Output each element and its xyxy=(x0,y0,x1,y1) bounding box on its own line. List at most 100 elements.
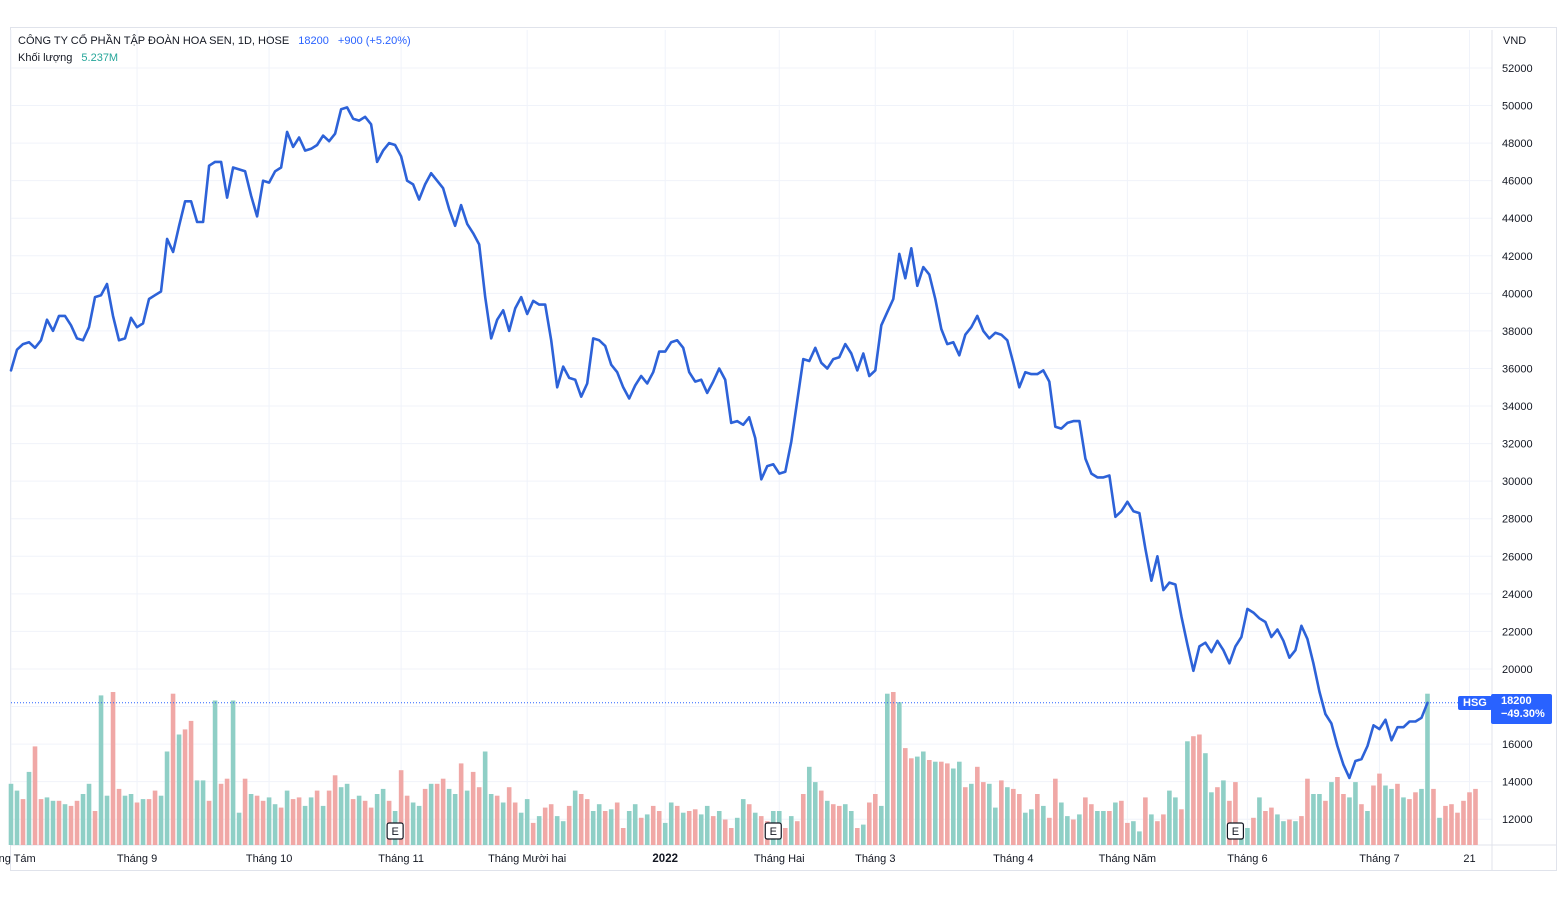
volume-bar xyxy=(170,693,176,845)
earnings-label: E xyxy=(391,826,398,838)
volume-bar xyxy=(1401,797,1406,845)
volume-bar xyxy=(524,799,530,845)
legend-symbol-row[interactable]: CÔNG TY CỔ PHẦN TẬP ĐOÀN HOA SEN, 1D, HO… xyxy=(18,35,417,47)
volume-bar xyxy=(1371,785,1376,845)
volume-bar xyxy=(560,821,566,845)
volume-bar xyxy=(1131,821,1136,845)
volume-bar xyxy=(176,734,182,845)
volume-bar xyxy=(824,800,830,845)
volume-bar xyxy=(975,766,980,845)
y-tick-label: 30000 xyxy=(1502,476,1533,488)
legend-volume-label: Khối lượng xyxy=(18,52,73,64)
volume-bar xyxy=(368,807,374,845)
volume-bar xyxy=(1407,799,1412,845)
x-tick-label: Tháng 3 xyxy=(855,853,895,865)
volume-bar xyxy=(830,804,836,845)
volume-bar xyxy=(494,795,500,845)
y-tick-label: 24000 xyxy=(1502,589,1533,601)
legend-volume-row[interactable]: Khối lượng 5.237M xyxy=(18,52,124,64)
volume-bar xyxy=(704,805,710,845)
volume-bar xyxy=(1305,778,1310,845)
earnings-marker[interactable]: E xyxy=(764,822,782,840)
earnings-marker[interactable]: E xyxy=(1226,822,1245,840)
volume-bar xyxy=(1365,811,1370,845)
volume-bar xyxy=(356,795,362,845)
volume-bar xyxy=(1389,788,1394,845)
volume-bar xyxy=(1113,802,1118,845)
volume-bar xyxy=(608,809,614,845)
volume-bar xyxy=(921,751,926,845)
volume-bar xyxy=(1179,809,1184,845)
volume-bar xyxy=(422,788,428,845)
earnings-marker[interactable]: E xyxy=(386,822,404,840)
volume-bar xyxy=(98,695,104,845)
volume-bar xyxy=(1359,804,1364,845)
volume-bar xyxy=(1317,794,1322,845)
volume-bar xyxy=(1065,816,1070,845)
volume-bar xyxy=(909,758,914,845)
volume-bar xyxy=(620,828,626,845)
volume-bar xyxy=(1149,814,1154,845)
volume-bar xyxy=(782,828,788,845)
price-series-line xyxy=(9,106,1429,780)
volume-bar xyxy=(1083,797,1088,845)
x-tick-label: háng Tám xyxy=(0,853,36,865)
volume-bar xyxy=(957,761,962,845)
volume-bar xyxy=(410,802,416,845)
volume-bar xyxy=(1377,773,1382,845)
volume-bar xyxy=(116,788,122,845)
volume-bar xyxy=(650,805,656,845)
volume-bar xyxy=(458,763,464,845)
volume-bar xyxy=(638,817,644,845)
volume-bar xyxy=(1419,788,1424,845)
volume-bar xyxy=(542,807,548,845)
currency-unit: VND xyxy=(1503,35,1527,47)
volume-bar xyxy=(182,729,188,845)
volume-bar xyxy=(320,805,326,845)
volume-bar xyxy=(1341,794,1346,845)
volume-bar xyxy=(1077,814,1082,845)
volume-bar xyxy=(1281,821,1286,845)
volume-bar xyxy=(128,794,134,845)
volume-bar xyxy=(332,775,338,845)
y-tick-label: 26000 xyxy=(1502,551,1533,563)
volume-bar xyxy=(344,783,350,845)
volume-bar xyxy=(1461,800,1466,845)
volume-bar xyxy=(878,805,884,845)
volume-bar xyxy=(338,787,344,845)
volume-bars xyxy=(8,692,1478,845)
volume-bar xyxy=(194,780,200,845)
volume-bar xyxy=(1125,822,1130,845)
volume-bar xyxy=(326,790,332,845)
y-tick-label: 44000 xyxy=(1502,213,1533,225)
volume-bar xyxy=(740,799,746,845)
volume-bar xyxy=(578,794,584,845)
y-tick-label: 52000 xyxy=(1502,63,1533,75)
volume-bar xyxy=(1101,811,1106,845)
volume-bar xyxy=(794,821,800,845)
volume-bar xyxy=(854,828,860,845)
y-tick-label: 40000 xyxy=(1502,288,1533,300)
volume-bar xyxy=(662,822,668,845)
volume-bar xyxy=(380,788,386,845)
volume-bar xyxy=(488,794,494,845)
y-tick-label: 34000 xyxy=(1502,401,1533,413)
volume-bar xyxy=(1005,787,1010,845)
volume-bar xyxy=(566,805,572,845)
volume-bar xyxy=(200,780,206,845)
volume-bar xyxy=(1197,734,1202,845)
volume-bar xyxy=(518,812,524,845)
volume-bar xyxy=(1449,804,1454,845)
legend-change: +900 (+5.20%) xyxy=(337,35,411,47)
volume-bar xyxy=(1041,805,1046,845)
volume-bar xyxy=(590,811,596,845)
volume-bar xyxy=(1443,805,1448,845)
volume-bar xyxy=(939,761,944,845)
price-axis[interactable]: 52000 50000 48000 46000 44000 42000 40000 38000… xyxy=(1502,63,1533,826)
time-axis[interactable]: háng Tám Tháng 9 Tháng 10 Tháng 11 Tháng Mườ… xyxy=(0,853,1476,865)
volume-bar xyxy=(1263,811,1268,845)
volume-bar xyxy=(296,797,302,845)
volume-bar xyxy=(812,782,818,845)
